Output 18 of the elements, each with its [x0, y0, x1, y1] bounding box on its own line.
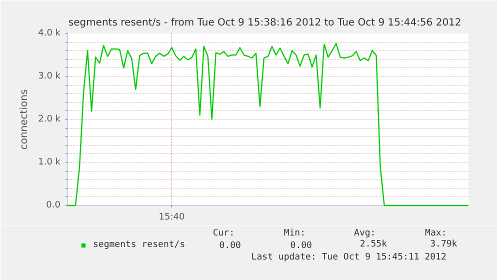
- text: Max:: [425, 228, 447, 238]
- text: Avg:: [354, 228, 376, 238]
- y-tick-label: 3.0 k: [38, 72, 62, 82]
- y-axis-title: connections: [19, 89, 30, 150]
- legend-label: segments resent/s: [93, 240, 186, 250]
- chart-title: segments resent/s - from Tue Oct 9 15:38:16 2012 to Tue Oct 9 15:44:56 2012: [68, 18, 462, 28]
- text: Min:: [284, 228, 306, 238]
- text: Last update: Tue Oct 9 15:45:11 2012: [251, 252, 446, 262]
- text: 0.00: [219, 241, 241, 251]
- text: 2.55k: [360, 240, 388, 250]
- text: 0.00: [290, 241, 312, 251]
- y-tick-label: 1.0 k: [38, 158, 62, 168]
- y-tick-label: 4.0 k: [38, 28, 62, 38]
- y-tick-label: 2.0 k: [38, 114, 62, 124]
- y-tick-label: 0.0: [46, 200, 61, 210]
- text: 3.79k: [430, 240, 458, 250]
- x-tick-label: 15:40: [158, 212, 185, 222]
- text: Cur:: [212, 228, 235, 238]
